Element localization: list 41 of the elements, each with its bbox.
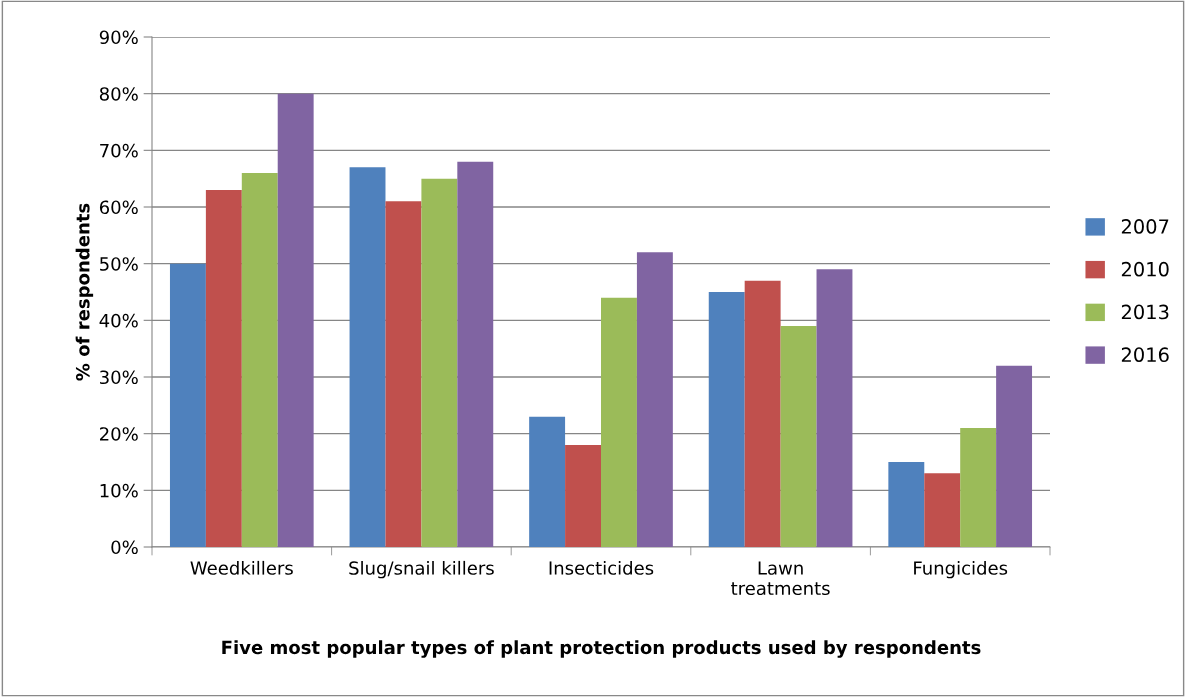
- bar: [241, 173, 278, 547]
- y-tick-label: 10%: [100, 483, 138, 498]
- y-tick-label: 0%: [111, 540, 138, 555]
- bar: [816, 269, 853, 547]
- y-tick-label: 80%: [99, 87, 138, 101]
- bar: [744, 280, 781, 547]
- bar: [924, 473, 961, 547]
- x-tick-label: Weedkillers: [190, 560, 293, 575]
- y-tick-label: 40%: [99, 313, 138, 328]
- legend-label: 2016: [1121, 347, 1169, 363]
- bar: [636, 252, 673, 547]
- bar: [385, 201, 422, 547]
- bar: [565, 445, 601, 547]
- y-tick-label: 30%: [100, 370, 138, 385]
- bar: [960, 428, 997, 547]
- bar: [349, 167, 386, 547]
- x-tick-label: Lawn treatments: [731, 561, 830, 596]
- x-tick-label: Insecticides: [549, 560, 654, 575]
- bar: [169, 263, 206, 547]
- bar: [780, 326, 817, 547]
- x-tick-label: Fungicides: [914, 560, 1008, 579]
- x-tick-label: Slug/snail killers: [349, 560, 494, 579]
- y-axis-title: % of respondents: [75, 203, 94, 381]
- bar: [996, 365, 1033, 547]
- bar: [888, 462, 925, 547]
- bar: [529, 416, 566, 547]
- bar: [277, 93, 314, 547]
- x-axis-title: Five most popular types of plant protection products used by respondents: [222, 640, 981, 658]
- bar: [457, 161, 494, 547]
- y-tick-label: 90%: [99, 30, 138, 45]
- bar: [421, 178, 458, 547]
- bar: [601, 297, 637, 547]
- bar: [205, 190, 242, 547]
- y-tick-label: 20%: [100, 427, 138, 441]
- bar: [708, 292, 745, 547]
- legend-label: 2013: [1121, 304, 1169, 320]
- y-tick-label: 70%: [100, 143, 138, 158]
- legend-label: 2010: [1121, 261, 1169, 277]
- y-tick-label: 60%: [99, 200, 138, 215]
- y-tick-label: 50%: [100, 257, 138, 271]
- legend-label: 2007: [1121, 219, 1169, 234]
